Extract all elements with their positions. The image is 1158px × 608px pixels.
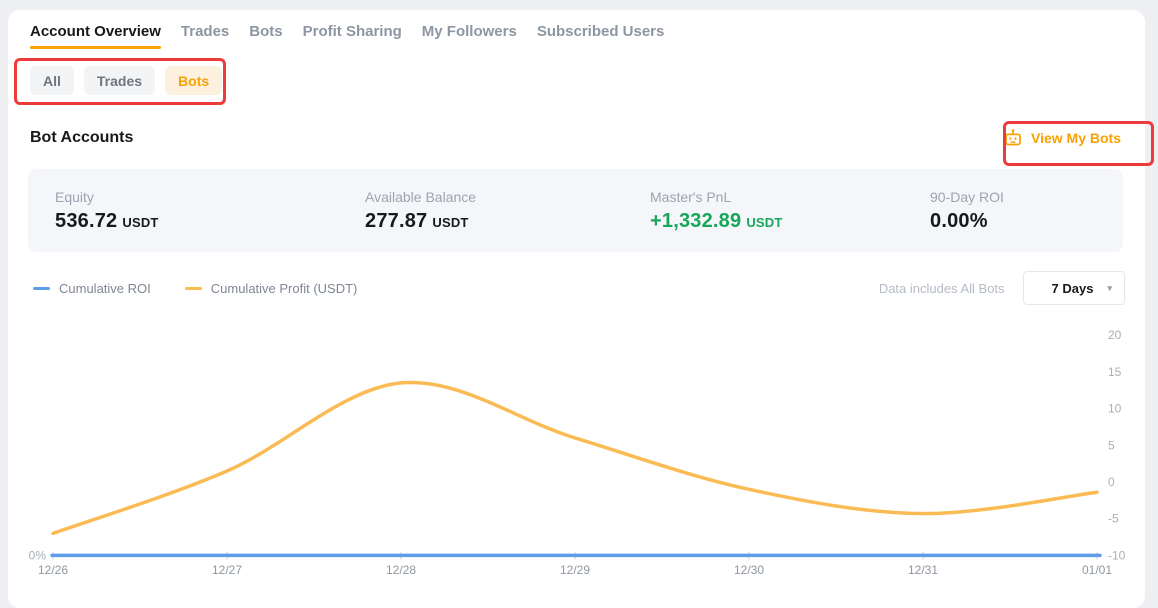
view-my-bots-label: View My Bots <box>1031 130 1121 146</box>
tab-bots[interactable]: Bots <box>249 23 283 40</box>
data-scope-note: Data includes All Bots <box>878 280 1005 296</box>
stat-equity: Equity 536.72 USDT <box>55 189 365 252</box>
svg-text:12/29: 12/29 <box>560 563 590 577</box>
legend-dash-orange-icon <box>184 286 202 290</box>
time-range-dropdown[interactable]: 7 Days ▾ <box>1022 271 1125 305</box>
tab-account-overview[interactable]: Account Overview <box>30 23 161 49</box>
view-my-bots-button[interactable]: View My Bots <box>1003 128 1121 148</box>
legend-item-cumulative-profit[interactable]: Cumulative Profit (USDT) <box>184 280 358 296</box>
tab-subscribed-users[interactable]: Subscribed Users <box>536 23 665 40</box>
time-range-value: 7 Days <box>1051 280 1094 296</box>
stats-panel: Equity 536.72 USDT Available Balance 277.… <box>28 169 1123 252</box>
svg-text:12/27: 12/27 <box>212 563 242 577</box>
stat-unit: USDT <box>122 215 159 230</box>
svg-text:0: 0 <box>1108 475 1115 489</box>
chart-controls: Data includes All Bots 7 Days ▾ <box>879 271 1125 305</box>
svg-text:12/30: 12/30 <box>734 563 764 577</box>
section-header: Bot Accounts View My Bots <box>30 128 1121 148</box>
svg-text:12/26: 12/26 <box>38 563 68 577</box>
svg-text:01/01: 01/01 <box>1082 563 1112 577</box>
stat-label: 90-Day ROI <box>930 189 1004 205</box>
chart-legend: Cumulative ROI Cumulative Profit (USDT) <box>33 281 357 296</box>
svg-text:20: 20 <box>1108 328 1122 342</box>
stat-masters-pnl: Master's PnL +1,332.89 USDT <box>650 189 930 252</box>
legend-item-cumulative-roi[interactable]: Cumulative ROI <box>33 281 151 296</box>
chart-header: Cumulative ROI Cumulative Profit (USDT) … <box>33 271 1125 305</box>
stat-value: 277.87 USDT <box>365 210 469 232</box>
legend-label: Cumulative Profit (USDT) <box>210 280 358 296</box>
robot-icon <box>1005 129 1021 146</box>
stat-90-day-roi: 90-Day ROI 0.00% <box>930 189 1123 252</box>
tab-profit-sharing[interactable]: Profit Sharing <box>302 23 402 40</box>
svg-text:5: 5 <box>1108 438 1115 452</box>
stat-value-pnl: +1,332.89 USDT <box>650 210 783 232</box>
legend-label: Cumulative ROI <box>59 280 151 296</box>
tab-my-followers[interactable]: My Followers <box>421 23 517 40</box>
svg-text:0%: 0% <box>29 548 47 562</box>
chevron-down-icon: ▾ <box>1107 282 1112 293</box>
account-overview-card: Account Overview Trades Bots Profit Shar… <box>8 10 1145 608</box>
stat-available-balance: Available Balance 277.87 USDT <box>365 189 650 252</box>
stat-label: Equity <box>55 189 94 205</box>
filter-pill-all[interactable]: All <box>30 66 74 95</box>
stat-unit: USDT <box>746 215 783 230</box>
performance-chart: 20 15 10 5 0 -5 -10 12/26 12/27 12/28 12/29 12/30 12… <box>29 328 1126 577</box>
svg-text:10: 10 <box>1108 402 1122 416</box>
svg-text:15: 15 <box>1108 365 1122 379</box>
page-title: Bot Accounts <box>30 129 134 146</box>
filter-pill-trades[interactable]: Trades <box>83 66 156 95</box>
stat-value: 0.00% <box>930 210 988 232</box>
svg-text:12/28: 12/28 <box>386 563 416 577</box>
legend-dash-blue-icon <box>33 286 50 290</box>
tab-bar: Account Overview Trades Bots Profit Shar… <box>8 10 1145 49</box>
active-tab-underline <box>30 46 161 49</box>
stat-label: Available Balance <box>365 189 477 205</box>
filter-pill-bots[interactable]: Bots <box>165 66 223 95</box>
filter-pill-group: All Trades Bots <box>30 66 1145 95</box>
svg-text:-10: -10 <box>1108 548 1126 562</box>
stat-label: Master's PnL <box>650 189 732 205</box>
tab-trades[interactable]: Trades <box>180 23 230 40</box>
svg-text:12/31: 12/31 <box>908 563 938 577</box>
stat-unit: USDT <box>432 215 469 230</box>
svg-text:-5: -5 <box>1108 512 1119 526</box>
stat-value: 536.72 USDT <box>55 210 159 232</box>
